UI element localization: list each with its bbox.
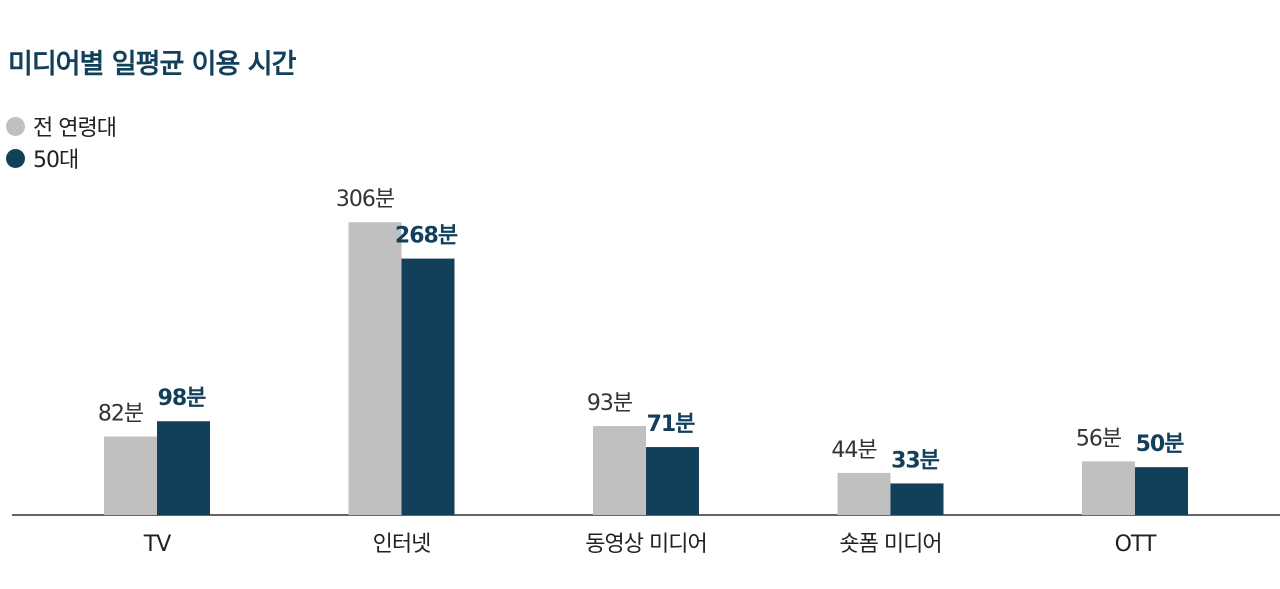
bar-all-ages	[837, 472, 891, 515]
bar-all-ages	[1082, 461, 1135, 515]
bar-50s	[646, 447, 699, 515]
value-label-all-ages: 306분	[336, 187, 395, 212]
category-label: 인터넷	[373, 532, 431, 557]
legend-swatch-all-ages	[6, 116, 25, 136]
legend: 전 연령대 50대	[6, 110, 117, 174]
chart-title: 미디어별 일평균 이용 시간	[8, 49, 296, 80]
legend-swatch-50s	[6, 148, 25, 168]
value-label-50s: 71분	[647, 412, 696, 437]
legend-item-all-ages: 전 연령대	[6, 110, 117, 142]
value-label-50s: 268분	[395, 224, 458, 249]
category-label: 숏폼 미디어	[839, 532, 941, 557]
bar-all-ages	[104, 436, 157, 515]
bar-50s	[1135, 467, 1188, 515]
value-label-50s: 33분	[891, 448, 940, 473]
category-label: TV	[143, 532, 171, 557]
value-label-all-ages: 93분	[587, 391, 633, 416]
bar-all-ages	[593, 426, 646, 515]
category-label: OTT	[1115, 532, 1157, 557]
value-label-50s: 50분	[1136, 432, 1185, 457]
value-label-all-ages: 82분	[98, 402, 144, 427]
bar-50s	[890, 483, 944, 515]
legend-item-50s: 50대	[6, 142, 116, 174]
bar-50s	[401, 258, 455, 515]
value-label-50s: 98분	[158, 386, 207, 411]
legend-label-all-ages: 전 연령대	[33, 116, 117, 141]
value-label-all-ages: 56분	[1076, 426, 1122, 451]
category-label: 동영상 미디어	[585, 532, 706, 557]
legend-label-50s: 50대	[33, 148, 79, 173]
bar-50s	[157, 421, 210, 515]
value-label-all-ages: 44분	[831, 438, 877, 463]
bar-all-ages	[348, 222, 402, 515]
